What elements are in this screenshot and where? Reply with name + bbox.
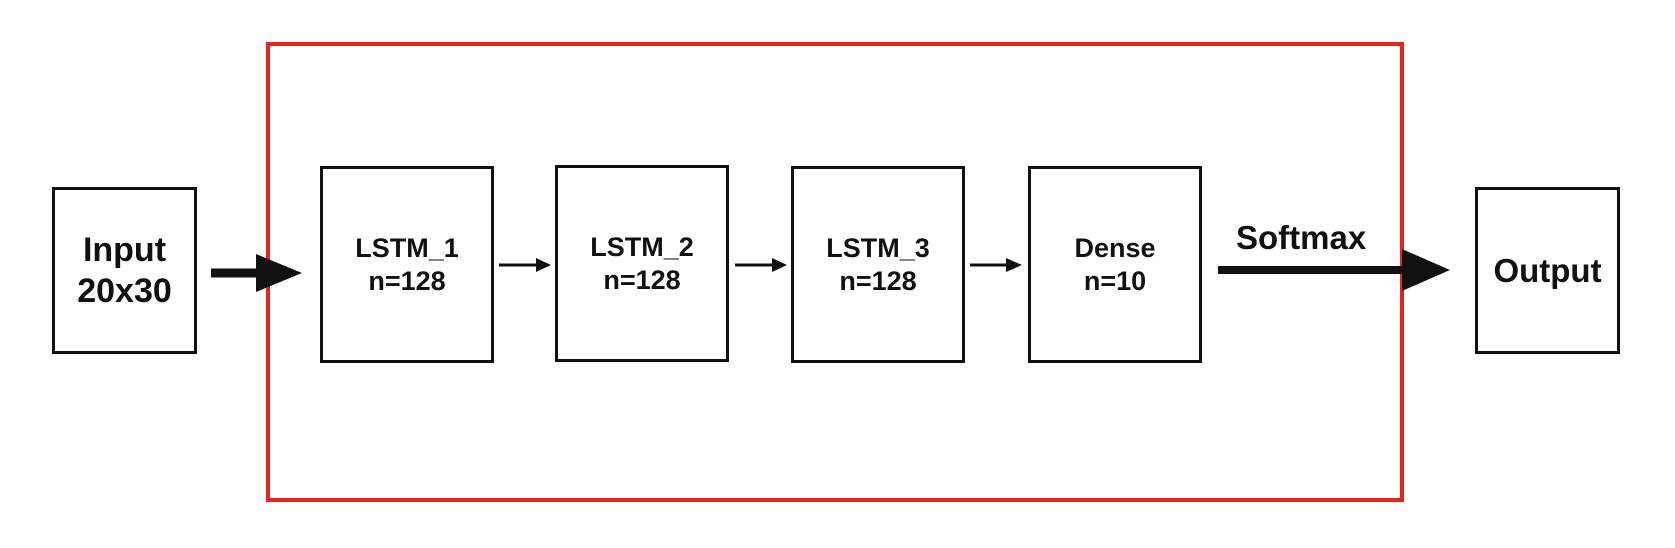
input-box: Input 20x30 (52, 187, 197, 354)
layer-units: n=128 (368, 265, 446, 296)
output-box: Output (1475, 187, 1620, 354)
arrow-lstm2-lstm3 (735, 258, 787, 272)
layer-units: n=128 (603, 264, 681, 295)
layer-lstm-1: LSTM_1 n=128 (320, 166, 494, 363)
layer-name: LSTM_1 (355, 233, 459, 264)
layer-units: n=10 (1083, 265, 1147, 296)
layer-lstm-3: LSTM_3 n=128 (791, 166, 965, 363)
layer-name: Dense (1074, 233, 1156, 264)
output-label: Output (1493, 251, 1602, 289)
layer-name: LSTM_2 (590, 232, 694, 263)
arrow-lstm1-lstm2 (499, 258, 551, 272)
layer-dense: Dense n=10 (1028, 166, 1202, 363)
input-label: Input (82, 230, 167, 269)
input-shape: 20x30 (77, 271, 172, 310)
layer-units: n=128 (839, 265, 917, 296)
layer-name: LSTM_3 (826, 233, 930, 264)
softmax-arrow (1218, 249, 1450, 291)
input-arrow (211, 254, 302, 292)
activation-label: Softmax (1236, 219, 1367, 256)
arrow-lstm3-dense (970, 258, 1022, 272)
layer-lstm-2: LSTM_2 n=128 (555, 165, 729, 362)
